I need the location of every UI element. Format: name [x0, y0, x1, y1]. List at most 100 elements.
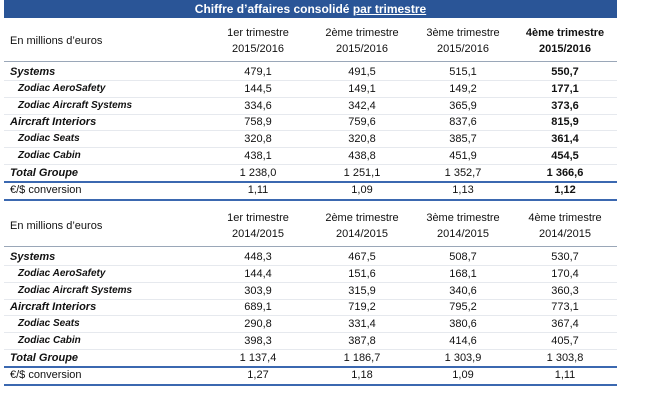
cell-value: 340,6 [449, 284, 477, 297]
cell-value: 331,4 [348, 318, 376, 331]
cell-value: 1,18 [351, 369, 373, 381]
cell-value: 759,6 [348, 116, 376, 129]
column-header: 2ème trimestre [325, 212, 399, 224]
cell-value: 360,3 [551, 284, 579, 297]
title: Chiffre d’affaires consolidé [194, 2, 350, 16]
header-rule [4, 246, 617, 247]
cell-value: 385,7 [449, 133, 477, 146]
cell-value: 1,09 [452, 369, 474, 381]
total-rule [4, 366, 617, 368]
row-rule [4, 96, 617, 98]
cell-value: 1 366,6 [546, 166, 584, 179]
cell-value: 758,9 [244, 116, 272, 129]
column-header: 3ème trimestre [426, 212, 500, 224]
cell-value: 515,1 [449, 66, 477, 78]
cell-value: 151,6 [348, 267, 376, 280]
cell-value: 438,1 [244, 150, 272, 162]
cell-value: 837,6 [449, 116, 477, 129]
cell-value: 467,5 [348, 251, 376, 263]
cell-value: 1,11 [247, 184, 269, 196]
conversion-label: €/$ conversion [10, 184, 82, 196]
column-header: 2014/2015 [232, 228, 284, 240]
column-header: 4ème trimestre [528, 212, 602, 224]
row-label: Zodiac Cabin [18, 335, 81, 346]
column-header: 2015/2016 [539, 43, 591, 55]
row-rule [4, 332, 617, 334]
cell-value: 144,4 [244, 267, 272, 280]
column-header: 2015/2016 [232, 43, 284, 55]
cell-value: 320,8 [348, 133, 376, 146]
row-rule [4, 164, 617, 165]
cell-value: 334,6 [244, 99, 272, 112]
cell-value: 454,5 [551, 150, 579, 162]
cell-value: 795,2 [449, 301, 477, 314]
column-header: 1er trimestre [227, 27, 289, 39]
cell-value: 1 137,4 [239, 351, 277, 364]
cell-value: 303,9 [244, 284, 272, 297]
cell-value: 1 238,0 [239, 166, 277, 179]
row-rule [4, 349, 617, 350]
cell-value: 508,7 [449, 251, 477, 263]
cell-value: 1 186,7 [343, 351, 381, 364]
column-header: 2015/2016 [437, 43, 489, 55]
row-label: Total Groupe [10, 166, 79, 179]
row-label: Zodiac AeroSafety [18, 267, 106, 279]
cell-value: 479,1 [244, 66, 272, 78]
cell-value: 689,1 [244, 301, 272, 314]
bottom-rule [4, 199, 617, 201]
row-label: Aircraft Interiors [10, 301, 97, 314]
cell-value: 451,9 [449, 150, 477, 162]
row-rule [4, 281, 617, 283]
row-label: Systems [10, 66, 56, 78]
cell-value: 365,9 [449, 99, 477, 112]
header-label: En millions d’euros [10, 35, 103, 47]
column-header: 2ème trimestre [325, 27, 399, 39]
cell-value: 170,4 [551, 267, 579, 280]
cell-value: 1 352,7 [444, 166, 482, 179]
bottom-rule [4, 384, 617, 386]
cell-value: 414,6 [449, 335, 477, 347]
cell-value: 380,6 [449, 318, 477, 331]
cell-value: 530,7 [551, 251, 579, 263]
cell-value: 290,8 [244, 318, 272, 331]
header-rule [4, 61, 617, 62]
cell-value: 1,27 [247, 369, 269, 381]
cell-value: 1 303,9 [444, 351, 482, 364]
column-header: 4ème trimestre [525, 27, 605, 39]
row-label: Zodiac Aircraft Systems [18, 99, 133, 111]
column-header: 2015/2016 [336, 43, 388, 55]
cell-value: 367,4 [551, 318, 579, 331]
cell-value: 398,3 [244, 335, 272, 347]
cell-value: 438,8 [348, 150, 376, 162]
cell-value: 361,4 [551, 133, 579, 146]
row-rule [4, 298, 617, 300]
row-label: Aircraft Interiors [10, 116, 97, 129]
row-label: Systems [10, 251, 56, 263]
cell-value: 448,3 [244, 251, 272, 263]
column-header: 2014/2015 [539, 228, 591, 240]
cell-value: 373,6 [551, 99, 579, 112]
row-rule [4, 315, 617, 317]
column-header: 2014/2015 [336, 228, 388, 240]
row-label: Zodiac Cabin [18, 150, 81, 161]
cell-value: 773,1 [551, 301, 579, 314]
row-label: Zodiac Aircraft Systems [18, 284, 133, 296]
row-label: Total Groupe [10, 351, 79, 364]
cell-value: 320,8 [244, 133, 272, 146]
row-rule [4, 147, 617, 149]
cell-value: 550,7 [551, 66, 579, 78]
total-rule [4, 181, 617, 183]
cell-value: 1,11 [554, 369, 576, 381]
row-label: Zodiac Seats [18, 133, 80, 145]
cell-value: 149,1 [348, 82, 376, 95]
cell-value: 177,1 [551, 82, 579, 95]
cell-value: 342,4 [348, 99, 376, 112]
title-underlined: par trimestre [352, 2, 427, 16]
row-label: Zodiac Seats [18, 318, 80, 330]
cell-value: 387,8 [348, 335, 376, 347]
title-bar: Chiffre d’affaires consolidé par trimest… [4, 0, 617, 18]
row-label: Zodiac AeroSafety [18, 82, 106, 94]
cell-value: 491,5 [348, 66, 376, 78]
cell-value: 1 303,8 [546, 351, 584, 364]
